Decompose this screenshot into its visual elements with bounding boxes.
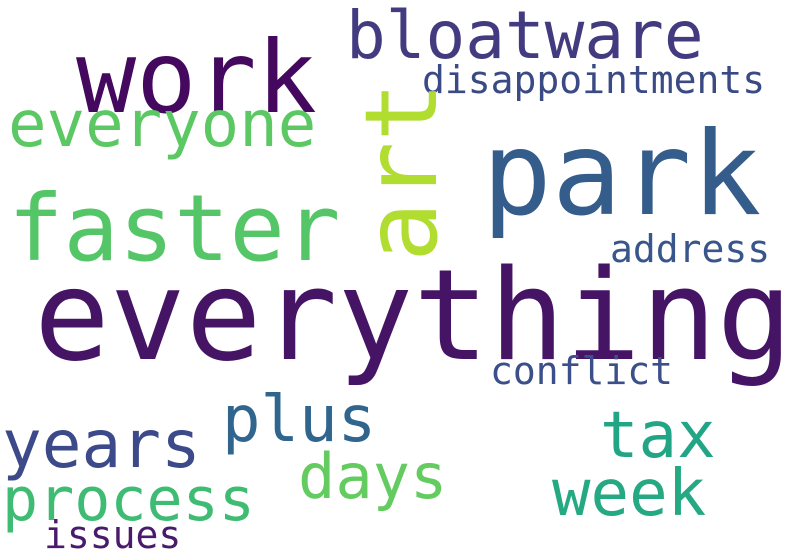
word-everything: everything xyxy=(34,242,793,389)
word-days: days xyxy=(298,440,448,513)
word-week: week xyxy=(552,457,707,531)
word-work: work xyxy=(76,19,317,136)
word-bloatware: bloatware xyxy=(346,0,704,74)
word-everyone: everyone xyxy=(8,88,317,162)
word-process: process xyxy=(2,465,255,535)
word-issues: issues xyxy=(44,513,182,557)
word-tax: tax xyxy=(600,399,716,473)
word-art: art xyxy=(343,81,460,262)
word-disappointments: disappointments xyxy=(422,58,766,102)
word-faster: faster xyxy=(8,175,341,282)
word-conflict: conflict xyxy=(490,349,674,393)
word-park: park xyxy=(482,107,762,242)
word-years: years xyxy=(2,406,201,483)
word-address: address xyxy=(610,227,771,271)
word-plus: plus xyxy=(222,383,377,457)
